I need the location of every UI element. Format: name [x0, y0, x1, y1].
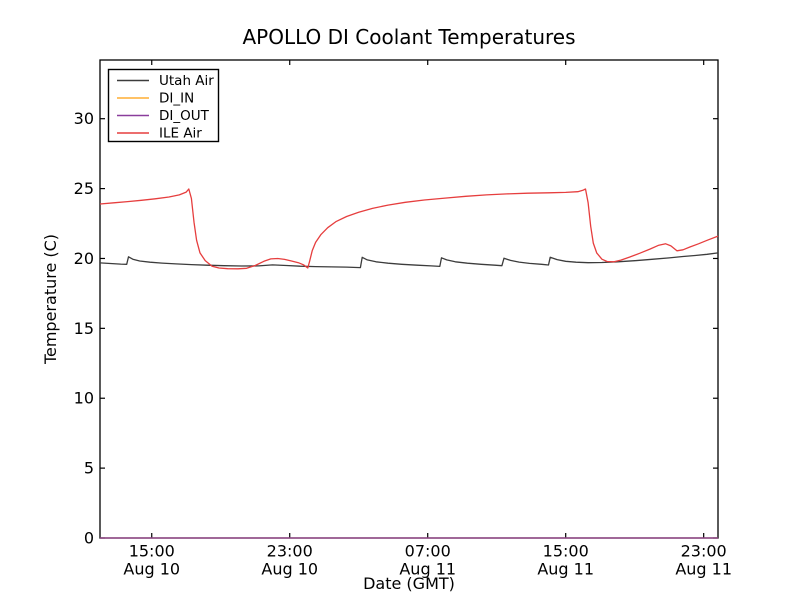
x-tick-label-date: Aug 11 — [675, 560, 732, 579]
y-tick-label: 0 — [84, 529, 94, 548]
y-axis-label: Temperature (C) — [41, 234, 60, 365]
legend-label: DI_OUT — [159, 108, 210, 124]
y-tick-label: 10 — [74, 389, 94, 408]
series-lines — [99, 188, 719, 539]
series-line-ile-air — [99, 188, 719, 270]
x-tick-label-date: Aug 11 — [537, 560, 594, 579]
legend-box — [107, 68, 220, 143]
y-tick-label: 25 — [74, 179, 94, 198]
legend-label: ILE Air — [159, 126, 202, 142]
x-tick-label-time: 23:00 — [681, 542, 727, 561]
y-tick-label: 5 — [84, 459, 94, 478]
series-line-utah-air — [99, 252, 719, 269]
chart-title: APOLLO DI Coolant Temperatures — [242, 25, 575, 49]
legend-label: Utah Air — [159, 73, 214, 89]
y-tick-label: 20 — [74, 249, 94, 268]
x-tick-label-time: 15:00 — [543, 542, 589, 561]
x-tick-label-time: 15:00 — [129, 542, 175, 561]
x-tick-label-date: Aug 10 — [123, 560, 180, 579]
x-tick-label-date: Aug 11 — [399, 560, 456, 579]
y-tick-label: 30 — [74, 109, 94, 128]
legend-label: DI_IN — [159, 91, 194, 107]
x-tick-label-time: 23:00 — [267, 542, 313, 561]
x-tick-label-time: 07:00 — [405, 542, 451, 561]
x-tick-label-date: Aug 10 — [261, 560, 318, 579]
y-tick-label: 15 — [74, 319, 94, 338]
x-axis-label: Date (GMT) — [363, 574, 455, 593]
